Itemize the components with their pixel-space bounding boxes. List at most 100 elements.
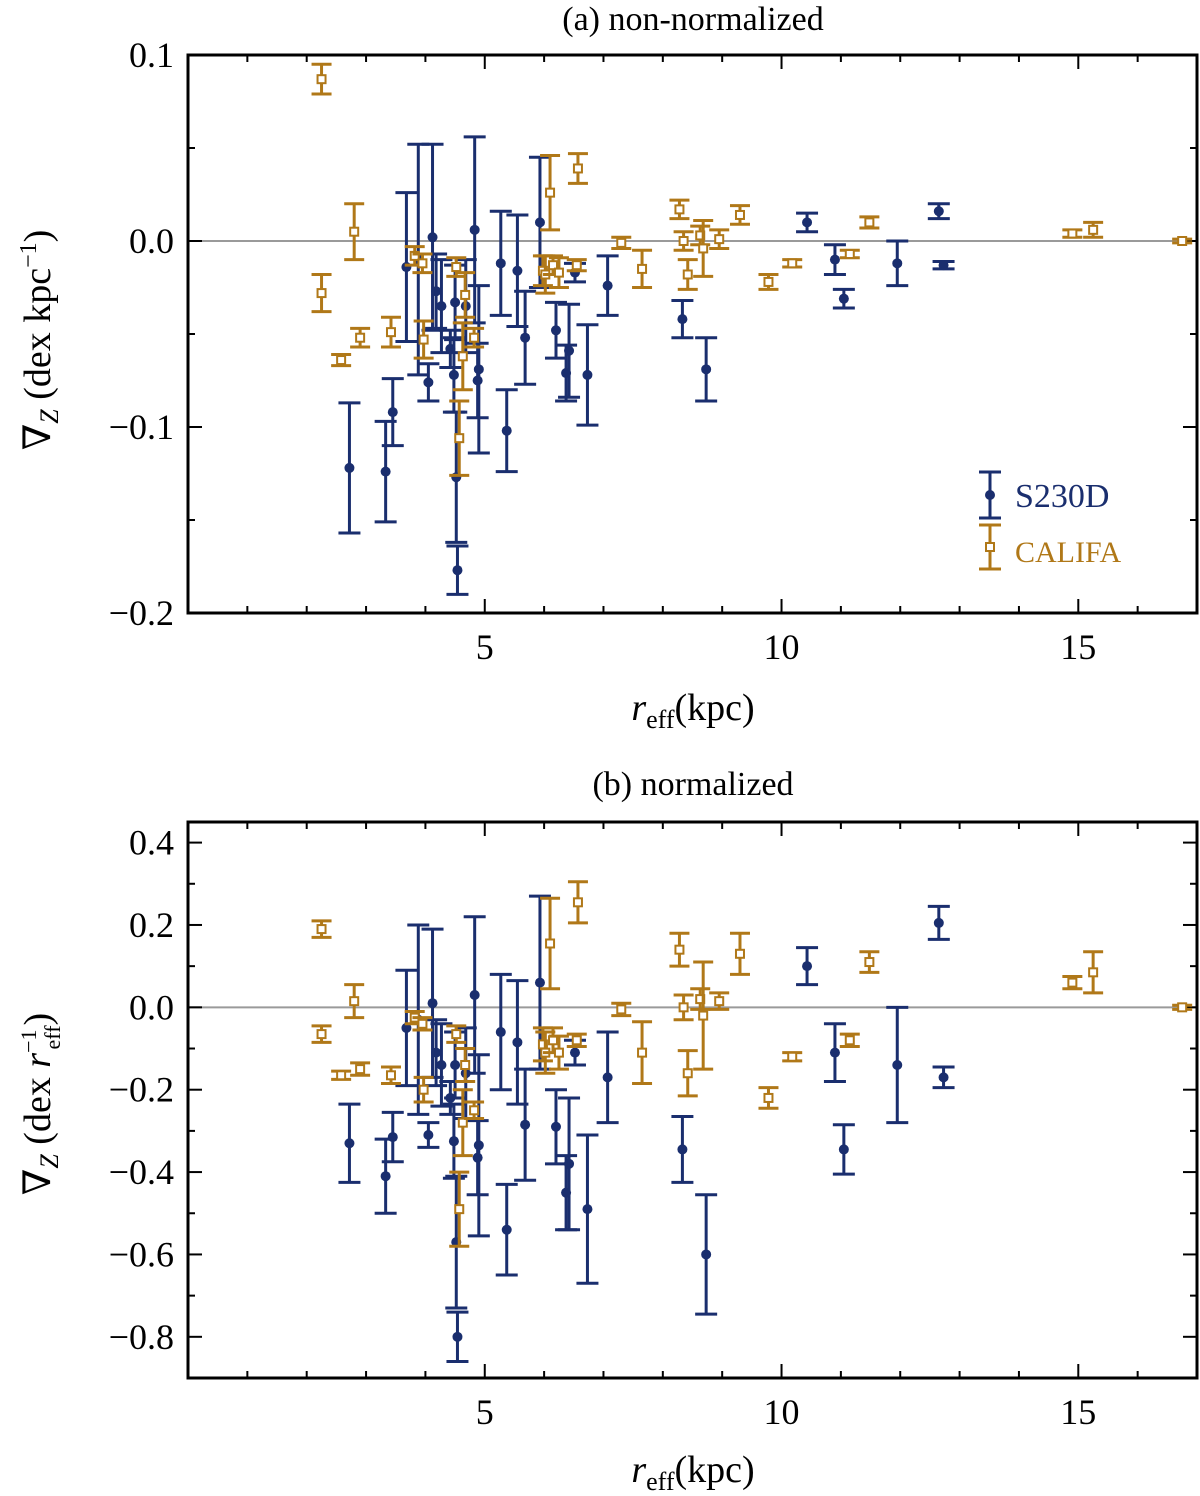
califa-marker — [451, 1029, 462, 1040]
panel-a-s230d-point — [489, 209, 512, 317]
califa-marker — [460, 289, 471, 300]
califa-marker — [682, 1068, 693, 1079]
s230d-marker — [933, 917, 944, 928]
panel-b-s230d-point — [927, 904, 950, 941]
panel-b-y-tick-label: −0.2 — [109, 1070, 174, 1110]
panel-a-califa-point — [758, 272, 779, 291]
califa-marker — [844, 1035, 855, 1046]
panel-a-califa-point — [782, 258, 803, 269]
califa-marker — [674, 944, 685, 955]
panel-a-x-tick-label: 5 — [476, 627, 494, 667]
panel-a-califa-point — [677, 258, 698, 291]
panel-a-x-axis-label: reff(kpc) — [631, 687, 754, 734]
califa-marker — [457, 351, 468, 362]
s230d-marker — [448, 369, 459, 380]
panel-b-califa-point — [311, 919, 332, 939]
panel-a-s230d-point — [558, 302, 581, 399]
panel-b-s230d-point — [374, 1137, 397, 1215]
panel-b-s230d-point — [495, 1182, 518, 1277]
panel-b-plot-area: 5 10 15 0.4 0.2 0.0 −0.2 −0.4 −0.6 −0.8 — [109, 820, 1199, 1432]
panel-a-califa-point — [548, 256, 569, 289]
panel-a-s230d-point — [495, 388, 518, 474]
panel-b-califa-point — [350, 1061, 371, 1077]
panel-b-s230d-point — [467, 1053, 490, 1238]
panel-a-califa-point — [452, 321, 473, 392]
panel-a-califa-point — [566, 258, 587, 273]
panel-a-califa-point — [540, 153, 561, 232]
s230d-marker — [469, 224, 480, 235]
panel-a-califa-point — [669, 198, 690, 221]
panel-a-califa-point — [693, 219, 714, 278]
panel-b-s230d-point — [445, 1174, 468, 1310]
panel-a-s230d-point — [927, 202, 950, 221]
s230d-marker — [344, 1138, 355, 1149]
califa-marker — [787, 1051, 798, 1062]
panel-a-califa-point — [344, 202, 365, 262]
panel-b-califa-point — [709, 991, 730, 1011]
califa-marker — [698, 1010, 709, 1021]
panel-a-califa-point — [464, 326, 485, 349]
panel-a-s230d-point — [832, 287, 855, 310]
s230d-marker — [450, 1059, 461, 1070]
s230d-marker — [520, 1119, 531, 1130]
s230d-marker — [387, 1132, 398, 1143]
califa-marker — [678, 236, 689, 246]
s230d-marker — [701, 1249, 712, 1260]
panel-b-califa-point — [548, 1034, 569, 1071]
califa-marker — [454, 1204, 465, 1215]
panel-a-califa-point — [311, 62, 332, 96]
panel-b-califa-point — [782, 1051, 803, 1063]
califa-marker — [674, 204, 685, 215]
s230d-marker — [838, 293, 849, 304]
s230d-marker — [550, 1121, 561, 1132]
panel-a-x-tick-label: 10 — [764, 627, 800, 667]
panel-a-califa-point — [331, 352, 352, 368]
panel-a-s230d-point — [446, 544, 469, 596]
califa-marker — [553, 1047, 564, 1058]
panel-a-s230d-point — [445, 410, 468, 544]
panel-b-y-tick-label: 0.4 — [129, 823, 174, 863]
panel-a-califa-point — [311, 272, 332, 314]
s230d-marker — [838, 1144, 849, 1155]
panel-b-califa-point — [611, 1001, 632, 1018]
panel-b-califa-point — [311, 1024, 332, 1044]
panel-b-califa-point — [446, 1024, 467, 1044]
panel-b-califa-point — [464, 1100, 485, 1121]
panel-b-s230d-point — [796, 946, 819, 987]
panel-a-s230d-point — [395, 191, 418, 343]
panel-b-s230d-point — [506, 979, 529, 1106]
califa-marker — [572, 163, 583, 174]
califa-marker — [763, 1092, 774, 1103]
s230d-marker — [938, 260, 949, 271]
panel-b-x-tick-label: 15 — [1060, 1392, 1096, 1432]
califa-marker — [714, 234, 725, 245]
panel-b-x-tick-label: 10 — [764, 1392, 800, 1432]
califa-marker — [548, 260, 559, 271]
califa-marker — [714, 996, 725, 1007]
panel-b-califa-point — [693, 960, 714, 1071]
panel-a-califa-point — [709, 228, 730, 250]
califa-marker — [864, 217, 875, 228]
califa-marker — [637, 263, 648, 274]
s230d-marker — [564, 1158, 575, 1169]
panel-a-s230d-point — [425, 252, 448, 330]
califa-marker — [571, 260, 582, 271]
s230d-marker — [423, 377, 434, 388]
califa-marker — [349, 996, 360, 1007]
califa-marker — [316, 1029, 327, 1040]
legend: S230D CALIFA — [979, 470, 1121, 571]
legend-s230d-marker — [985, 490, 995, 500]
panel-a-frame — [186, 53, 1199, 615]
panel-a-y-tick-label: 0.1 — [129, 35, 174, 75]
panel-a-califa-point — [449, 399, 470, 477]
s230d-marker — [829, 254, 840, 265]
s230d-marker — [582, 1204, 593, 1215]
califa-marker — [1088, 224, 1099, 235]
s230d-marker — [423, 1130, 434, 1141]
califa-marker — [571, 1035, 582, 1046]
s230d-marker — [701, 364, 712, 375]
panel-b-califa-point — [331, 1069, 352, 1081]
s230d-marker — [534, 217, 545, 228]
califa-marker — [460, 1059, 471, 1070]
s230d-marker — [512, 265, 523, 276]
